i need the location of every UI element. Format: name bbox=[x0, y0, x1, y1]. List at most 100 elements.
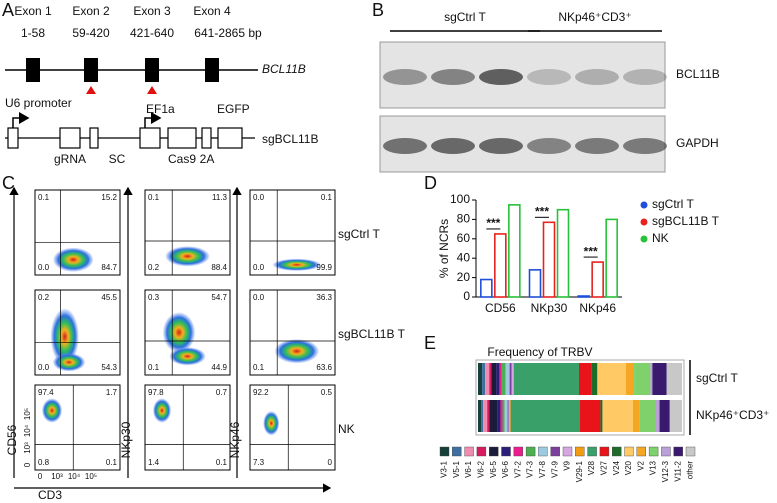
legend-swatch bbox=[464, 446, 474, 457]
construct-box bbox=[7, 127, 19, 149]
quadrant-value: 88.4 bbox=[211, 263, 227, 272]
quadrant-value: 1.7 bbox=[106, 388, 118, 397]
legend-swatch bbox=[624, 446, 634, 457]
legend-swatch bbox=[661, 446, 671, 457]
panel-label: B bbox=[372, 0, 384, 20]
band-label: BCL11B bbox=[676, 67, 720, 81]
legend-swatch bbox=[636, 446, 646, 457]
quadrant-value: 0.7 bbox=[216, 388, 228, 397]
quadrant-value: 0.1 bbox=[321, 193, 333, 202]
population bbox=[165, 246, 210, 267]
x-tick-label: CD56 bbox=[485, 301, 516, 315]
quadrant-value: 0.0 bbox=[253, 263, 265, 272]
legend-label: V5-1 bbox=[452, 460, 461, 477]
population bbox=[53, 247, 94, 272]
construct-label: EGFP bbox=[217, 102, 250, 116]
exon-box bbox=[205, 58, 219, 82]
promoter-arrow bbox=[12, 112, 30, 128]
construct-box bbox=[59, 127, 81, 149]
bar-segment bbox=[633, 400, 640, 432]
sgrna-target bbox=[147, 86, 157, 94]
bar-segment bbox=[634, 363, 651, 395]
bar-segment bbox=[580, 400, 601, 432]
construct-box bbox=[89, 127, 99, 149]
quadrant-value: 0.3 bbox=[148, 293, 160, 302]
legend-label: V6-1 bbox=[464, 460, 473, 477]
quadrant-value: 0.0 bbox=[38, 263, 50, 272]
bar-segment bbox=[487, 400, 490, 432]
bar-segment bbox=[501, 363, 506, 395]
legend-swatch bbox=[452, 446, 462, 457]
bar bbox=[494, 233, 507, 298]
exon-name: Exon 1 bbox=[14, 4, 52, 18]
population bbox=[263, 411, 280, 436]
bar-segment bbox=[669, 400, 682, 432]
band bbox=[431, 138, 475, 154]
construct-box bbox=[201, 127, 212, 149]
bar-segment bbox=[509, 400, 511, 432]
y-axis-label: NKp46 bbox=[228, 421, 242, 458]
quadrant-value: 0.2 bbox=[38, 293, 50, 302]
quadrant-value: 0.5 bbox=[321, 388, 333, 397]
row-label: sgCtrl T bbox=[696, 371, 738, 385]
quadrant-value: 0.2 bbox=[148, 263, 160, 272]
y-tick-label: 10⁴ bbox=[23, 424, 32, 437]
band-label: GAPDH bbox=[676, 136, 719, 150]
legend-label: V28 bbox=[587, 460, 596, 475]
construct-label: SC bbox=[109, 152, 126, 166]
legend-label: V24 bbox=[612, 460, 621, 475]
legend-swatch bbox=[525, 446, 536, 457]
construct-label: Cas9 bbox=[168, 152, 196, 166]
bar-segment bbox=[513, 363, 579, 395]
legend-label: V2 bbox=[636, 460, 645, 470]
band bbox=[623, 69, 667, 85]
row-label: NK bbox=[338, 422, 355, 436]
legend-label: V7-2 bbox=[513, 460, 522, 477]
y-axis-label: CD56 bbox=[5, 424, 19, 455]
legend-swatch bbox=[562, 446, 573, 457]
bar bbox=[542, 221, 556, 298]
legend-label: V27 bbox=[600, 460, 609, 475]
y-tick-label: 80 bbox=[457, 212, 471, 226]
legend-label: V11-2 bbox=[673, 460, 682, 481]
bar-segment bbox=[504, 400, 508, 432]
legend-marker bbox=[640, 218, 648, 226]
legend-label: sgBCL11B T bbox=[652, 214, 720, 228]
legend-label: V6-5 bbox=[489, 460, 498, 477]
bar-segment bbox=[491, 363, 497, 395]
quadrant-value: 0.0 bbox=[253, 293, 265, 302]
legend-label: V7-8 bbox=[538, 460, 547, 477]
population bbox=[53, 353, 85, 372]
quadrant-value: 84.7 bbox=[101, 263, 117, 272]
band bbox=[575, 69, 619, 85]
bar-segment bbox=[489, 400, 498, 432]
construct-box bbox=[167, 127, 197, 149]
quadrant-value: 54.3 bbox=[101, 363, 117, 372]
exon-range: 421-640 bbox=[130, 26, 174, 40]
legend-label: V13 bbox=[649, 460, 658, 475]
quadrant-value: 97.4 bbox=[38, 388, 54, 397]
bar-segment bbox=[505, 363, 510, 395]
band bbox=[383, 69, 427, 85]
y-tick-label: 10³ bbox=[23, 442, 32, 454]
x-axis-label: CD3 bbox=[38, 488, 62, 502]
bar bbox=[508, 204, 521, 298]
exon-range: 59-420 bbox=[72, 26, 110, 40]
legend-label: V6-6 bbox=[501, 460, 510, 477]
legend-swatch bbox=[685, 446, 696, 457]
bar-segment bbox=[650, 363, 653, 395]
gene-name: BCL11B bbox=[262, 62, 306, 76]
bar-segment bbox=[602, 400, 634, 432]
bar bbox=[577, 295, 590, 298]
y-axis-label: NKp30 bbox=[119, 421, 133, 458]
legend-swatch bbox=[599, 446, 610, 457]
quadrant-value: 7.3 bbox=[253, 458, 265, 467]
bar-segment bbox=[502, 400, 505, 432]
bar-segment bbox=[483, 400, 488, 432]
y-tick-label: 20 bbox=[457, 270, 471, 284]
population bbox=[274, 339, 319, 364]
legend-swatch bbox=[476, 446, 487, 457]
quadrant-value: 15.2 bbox=[101, 193, 117, 202]
x-tick-label: 0 bbox=[38, 472, 43, 481]
